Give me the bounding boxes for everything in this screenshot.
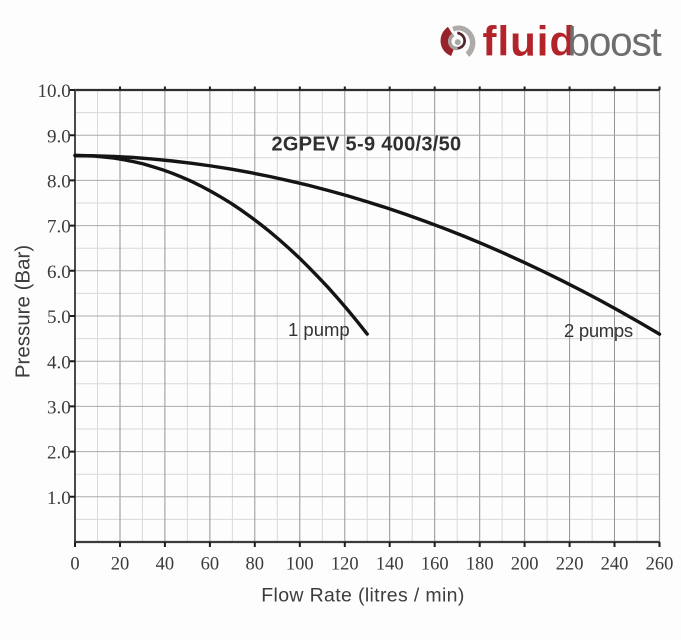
svg-text:260: 260 (646, 555, 674, 575)
svg-text:7.0: 7.0 (47, 217, 71, 238)
svg-text:Flow Rate (litres / min): Flow Rate (litres / min) (261, 585, 464, 607)
svg-text:6.0: 6.0 (47, 262, 71, 283)
svg-text:200: 200 (511, 555, 539, 575)
svg-text:180: 180 (466, 555, 494, 575)
svg-text:8.0: 8.0 (47, 172, 71, 193)
svg-text:80: 80 (246, 555, 265, 575)
svg-text:120: 120 (331, 555, 359, 575)
svg-text:60: 60 (201, 555, 220, 575)
svg-text:100: 100 (286, 555, 314, 575)
svg-text:Pressure (Bar): Pressure (Bar) (12, 245, 35, 378)
svg-text:5.0: 5.0 (47, 307, 71, 328)
svg-text:160: 160 (421, 555, 449, 575)
svg-text:20: 20 (111, 555, 130, 575)
svg-text:4.0: 4.0 (47, 352, 71, 373)
svg-text:3.0: 3.0 (47, 398, 71, 419)
svg-text:0: 0 (70, 555, 79, 575)
svg-text:2.0: 2.0 (47, 443, 71, 464)
svg-text:2 pumps: 2 pumps (564, 320, 633, 341)
svg-text:boost: boost (568, 19, 662, 65)
svg-text:10.0: 10.0 (38, 81, 71, 102)
svg-text:2GPEV 5-9 400/3/50: 2GPEV 5-9 400/3/50 (272, 134, 462, 156)
svg-text:1 pump: 1 pump (288, 319, 350, 340)
svg-text:140: 140 (376, 555, 404, 575)
svg-text:240: 240 (601, 555, 629, 575)
svg-text:220: 220 (556, 555, 584, 575)
svg-text:40: 40 (156, 555, 175, 575)
svg-text:fluid: fluid (483, 18, 577, 65)
svg-text:1.0: 1.0 (47, 488, 71, 509)
svg-text:9.0: 9.0 (47, 126, 71, 147)
